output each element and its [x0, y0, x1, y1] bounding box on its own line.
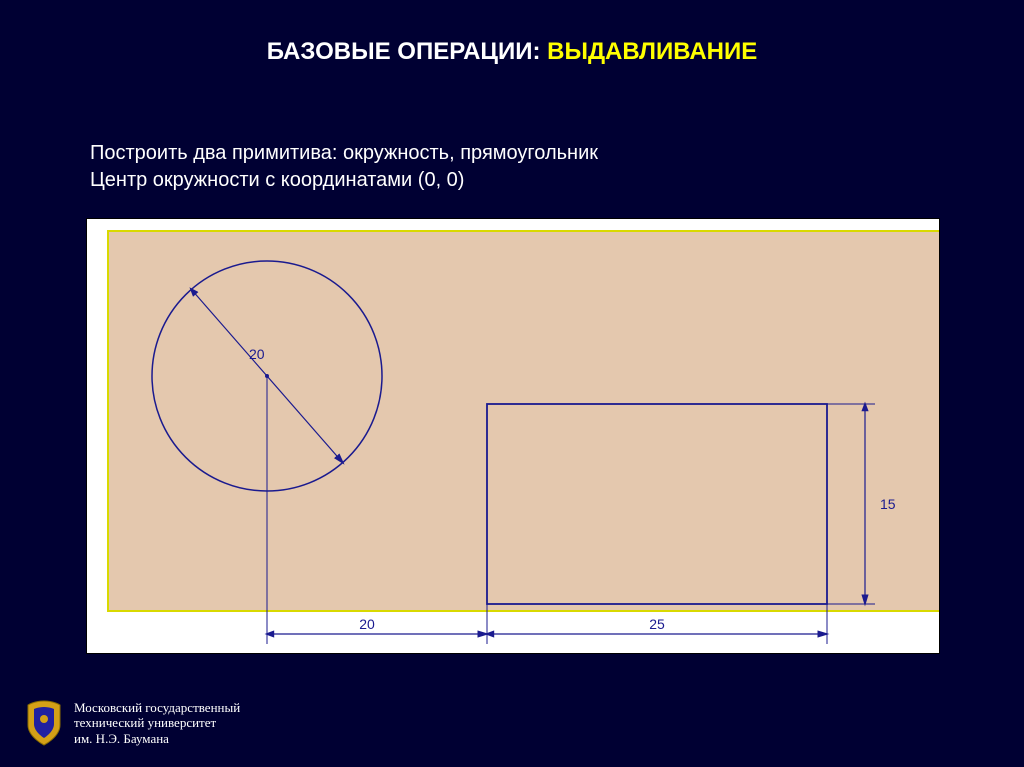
university-crest-icon [24, 699, 64, 747]
footer-text: Московский государственный технический у… [74, 700, 240, 747]
footer-line-3: им. Н.Э. Баумана [74, 731, 240, 747]
engineering-diagram: 20 20 25 15 [87, 219, 939, 653]
sketch-paper [108, 231, 939, 611]
circle-diameter-label: 20 [249, 346, 265, 362]
diagram-container: 20 20 25 15 [86, 218, 940, 654]
slide-root: БАЗОВЫЕ ОПЕРАЦИИ: ВЫДАВЛИВАНИЕ Построить… [0, 0, 1024, 767]
dim-rect-height-label: 15 [880, 496, 896, 512]
title-highlight: ВЫДАВЛИВАНИЕ [547, 38, 757, 65]
slide-title: БАЗОВЫЕ ОПЕРАЦИИ: ВЫДАВЛИВАНИЕ [0, 38, 1024, 66]
footer: Московский государственный технический у… [24, 699, 240, 747]
instruction-line-2: Центр окружности с координатами (0, 0) [90, 167, 598, 194]
title-prefix: БАЗОВЫЕ ОПЕРАЦИИ: [267, 38, 547, 65]
dim-rect-width-label: 25 [649, 616, 665, 632]
instructions-block: Построить два примитива: окружность, пря… [90, 140, 598, 194]
instruction-line-1: Построить два примитива: окружность, пря… [90, 140, 598, 167]
footer-line-1: Московский государственный [74, 700, 240, 716]
dim-offset-20-label: 20 [359, 616, 375, 632]
footer-line-2: технический университет [74, 715, 240, 731]
